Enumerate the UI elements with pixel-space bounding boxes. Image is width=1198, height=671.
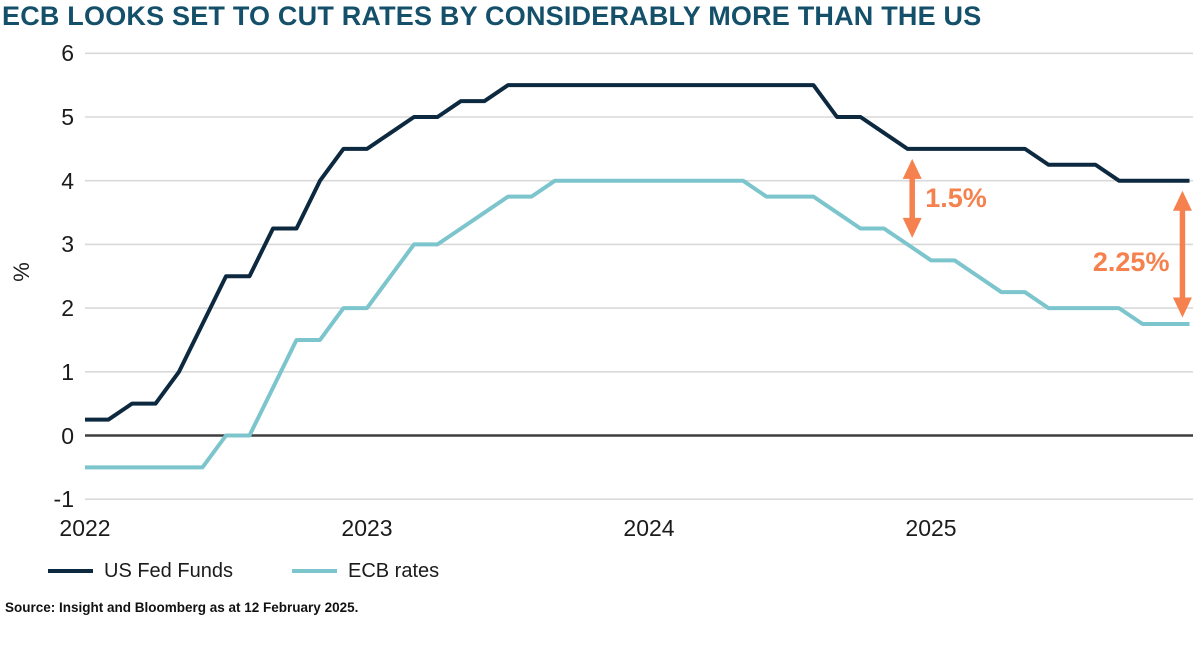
y-tick-label: 5 — [61, 104, 74, 130]
annotation-arrowhead-down — [1172, 297, 1192, 318]
y-tick-label: 1 — [61, 358, 74, 385]
chart-title: ECB LOOKS SET TO CUT RATES BY CONSIDERAB… — [2, 1, 982, 31]
x-tick-label: 2023 — [341, 515, 393, 541]
x-tick-label: 2022 — [59, 515, 111, 541]
y-tick-label: 2 — [61, 295, 74, 322]
legend-swatch — [292, 569, 337, 573]
chart-legend: US Fed Funds ECB rates — [0, 556, 1198, 586]
y-tick-label: -1 — [53, 486, 74, 513]
series-line-us-fed-funds — [85, 83, 1190, 422]
annotation-arrowhead-up — [1172, 190, 1192, 211]
x-tick-label: 2025 — [905, 515, 957, 541]
x-tick-label: 2024 — [623, 515, 675, 541]
annotation-arrowhead-up — [902, 158, 922, 179]
y-tick-label: 4 — [61, 167, 74, 194]
annotation-label: 2.25% — [1092, 247, 1170, 278]
source-note: Source: Insight and Bloomberg as at 12 F… — [5, 600, 359, 615]
annotation-arrowhead-down — [902, 217, 922, 238]
legend-item-ecb-rates: ECB rates — [292, 556, 439, 586]
legend-label: ECB rates — [348, 560, 440, 582]
legend-label: US Fed Funds — [104, 560, 233, 582]
y-tick-label: 0 — [61, 422, 74, 449]
legend-swatch — [48, 569, 93, 573]
y-tick-label: 6 — [61, 40, 74, 67]
annotation-label: 1.5% — [925, 183, 987, 214]
legend-item-us-fed-funds: US Fed Funds — [48, 556, 233, 586]
series-line-ecb-rates — [85, 178, 1190, 470]
y-tick-label: 3 — [61, 231, 74, 258]
